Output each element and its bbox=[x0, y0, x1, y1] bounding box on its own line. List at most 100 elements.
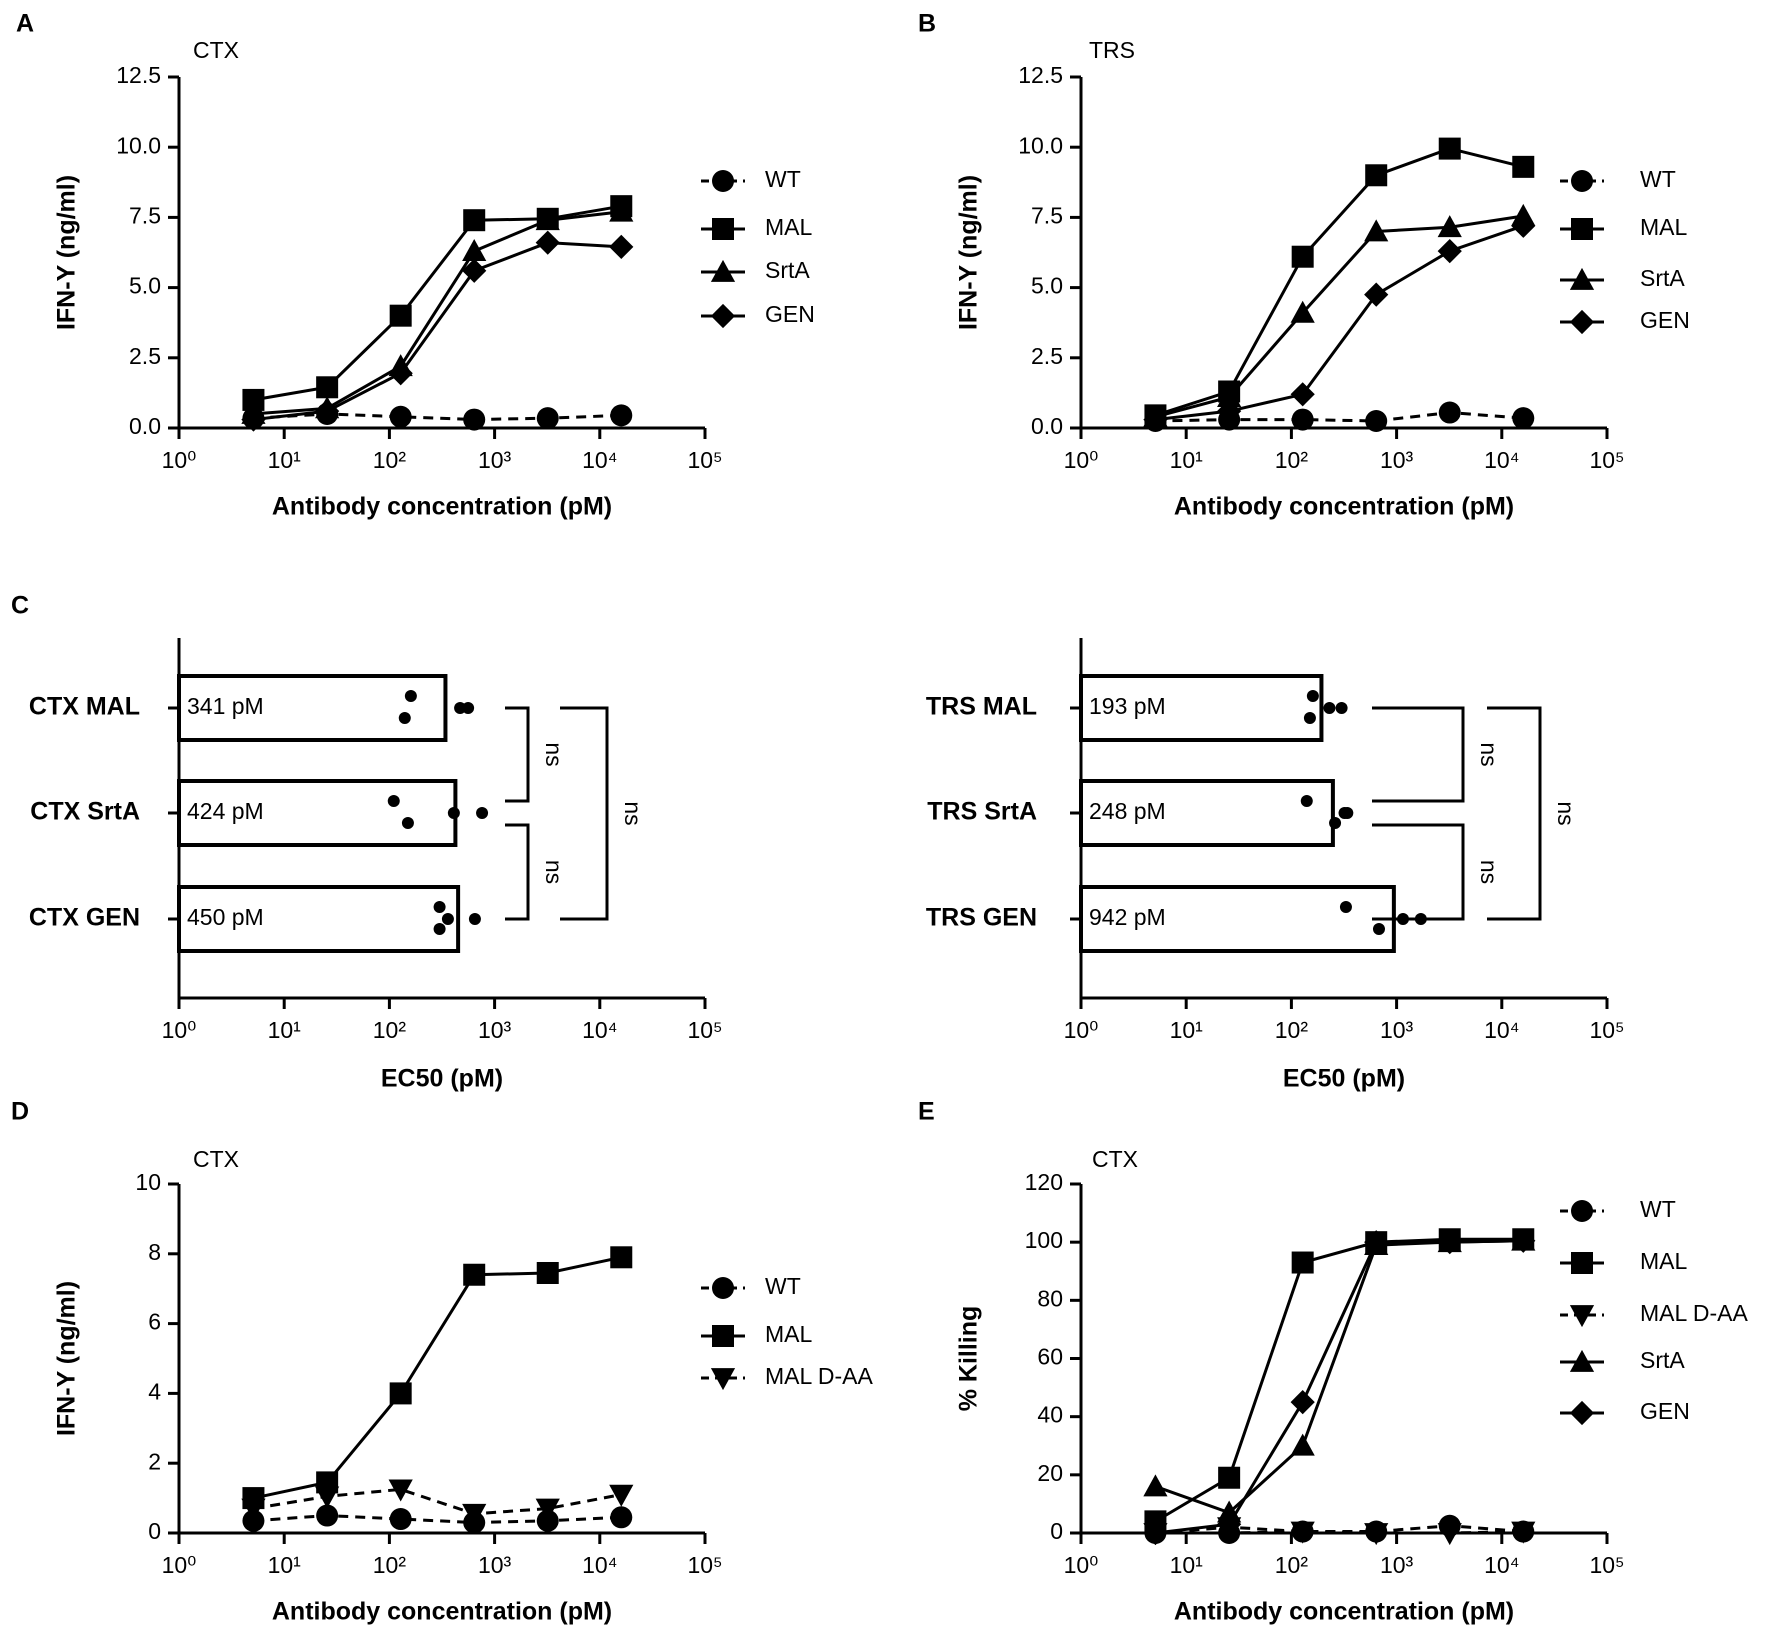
series-line bbox=[1154, 1239, 1524, 1515]
marker bbox=[1437, 1230, 1462, 1255]
y-tick-label: 0.0 bbox=[129, 413, 161, 439]
marker bbox=[536, 1261, 559, 1284]
marker bbox=[242, 388, 265, 411]
marker bbox=[710, 303, 736, 329]
marker bbox=[536, 407, 559, 430]
marker bbox=[1437, 238, 1462, 264]
x-tick-label: 10¹ bbox=[1170, 1552, 1204, 1578]
x-axis-label: EC50 (pM) bbox=[381, 1065, 503, 1093]
y-tick-label: 2.5 bbox=[129, 343, 161, 369]
marker bbox=[1571, 218, 1593, 240]
significance-label: ns bbox=[1553, 801, 1579, 825]
marker bbox=[462, 258, 487, 283]
marker bbox=[389, 304, 412, 327]
y-tick-label: 12.5 bbox=[1018, 62, 1063, 88]
marker bbox=[1438, 401, 1461, 424]
significance-label: ns bbox=[541, 742, 567, 766]
x-tick-label: 10¹ bbox=[268, 1017, 302, 1043]
data-point bbox=[433, 923, 446, 935]
series-line bbox=[253, 210, 622, 416]
bracket bbox=[505, 823, 530, 921]
marker bbox=[389, 1508, 412, 1531]
marker bbox=[1512, 155, 1535, 178]
series-line bbox=[253, 1487, 622, 1516]
data-point bbox=[387, 795, 400, 807]
marker bbox=[1438, 137, 1461, 160]
x-tick-label: 10⁰ bbox=[162, 447, 197, 473]
category-label: CTX GEN bbox=[29, 904, 140, 932]
y-tick-label: 2.5 bbox=[1031, 343, 1063, 369]
data-point bbox=[1329, 817, 1342, 829]
category-label: CTX SrtA bbox=[30, 798, 140, 826]
series-line bbox=[253, 1514, 622, 1525]
marker bbox=[1437, 1523, 1462, 1546]
y-tick-label: 5.0 bbox=[1031, 273, 1063, 299]
marker bbox=[1571, 1200, 1593, 1222]
x-tick-label: 10⁵ bbox=[1589, 1017, 1624, 1043]
x-tick-label: 10⁵ bbox=[687, 1017, 722, 1043]
marker bbox=[1365, 409, 1388, 432]
marker bbox=[315, 1486, 340, 1509]
data-point bbox=[476, 807, 489, 819]
legend-label: SrtA bbox=[765, 257, 810, 283]
marker bbox=[1512, 407, 1535, 430]
marker bbox=[1217, 1512, 1242, 1537]
category-label: CTX MAL bbox=[29, 693, 140, 721]
x-tick-label: 10⁵ bbox=[687, 447, 722, 473]
category-label: TRS MAL bbox=[926, 693, 1037, 721]
y-tick-label: 10.0 bbox=[116, 132, 161, 158]
y-tick-label: 100 bbox=[1025, 1227, 1063, 1253]
bracket bbox=[505, 706, 530, 803]
data-point bbox=[447, 807, 460, 819]
series-line bbox=[253, 204, 622, 402]
x-tick-label: 10³ bbox=[1380, 1552, 1414, 1578]
y-tick-label: 7.5 bbox=[129, 202, 161, 228]
value-label: 450 pM bbox=[187, 904, 264, 930]
data-point bbox=[441, 913, 454, 925]
y-tick-label: 12.5 bbox=[116, 62, 161, 88]
x-tick-label: 10³ bbox=[1380, 1017, 1414, 1043]
panel-letter: D bbox=[11, 1098, 29, 1126]
legend-label: GEN bbox=[1640, 1398, 1690, 1424]
y-tick-label: 60 bbox=[1037, 1344, 1063, 1370]
y-axis-label: IFN-Y (ng/ml) bbox=[53, 175, 81, 330]
marker bbox=[1511, 213, 1536, 238]
marker bbox=[1290, 382, 1315, 407]
bracket bbox=[1372, 706, 1465, 803]
x-axis-label: Antibody concentration (pM) bbox=[1174, 493, 1514, 521]
marker bbox=[389, 405, 412, 428]
data-point bbox=[1341, 807, 1354, 819]
series-line bbox=[1154, 1237, 1524, 1523]
marker bbox=[463, 1263, 486, 1286]
marker bbox=[316, 1504, 339, 1527]
x-tick-label: 10⁴ bbox=[582, 447, 617, 473]
x-tick-label: 10⁰ bbox=[1064, 1552, 1099, 1578]
y-tick-label: 6 bbox=[148, 1309, 161, 1335]
bar bbox=[1079, 674, 1324, 742]
marker bbox=[315, 399, 340, 424]
marker bbox=[1364, 1230, 1389, 1255]
series-line bbox=[253, 412, 622, 422]
marker bbox=[316, 376, 339, 399]
x-tick-label: 10³ bbox=[1380, 447, 1414, 473]
y-axis-label: IFN-Y (ng/ml) bbox=[53, 1281, 81, 1436]
bracket bbox=[1372, 823, 1465, 921]
x-tick-label: 10³ bbox=[478, 447, 512, 473]
marker bbox=[1290, 1390, 1315, 1415]
x-tick-label: 10⁴ bbox=[1484, 1552, 1519, 1578]
marker bbox=[1143, 407, 1168, 432]
y-tick-label: 7.5 bbox=[1031, 202, 1063, 228]
marker bbox=[710, 259, 736, 282]
panel-letter: C bbox=[11, 592, 29, 620]
marker bbox=[463, 209, 486, 232]
marker bbox=[1511, 1521, 1536, 1544]
marker bbox=[609, 1484, 634, 1507]
data-point bbox=[398, 712, 411, 724]
marker bbox=[1364, 1523, 1389, 1546]
marker bbox=[1569, 1400, 1595, 1426]
marker bbox=[710, 1368, 736, 1391]
panel-letter: A bbox=[16, 10, 34, 38]
y-tick-label: 120 bbox=[1025, 1169, 1063, 1195]
x-tick-label: 10⁴ bbox=[582, 1552, 617, 1578]
